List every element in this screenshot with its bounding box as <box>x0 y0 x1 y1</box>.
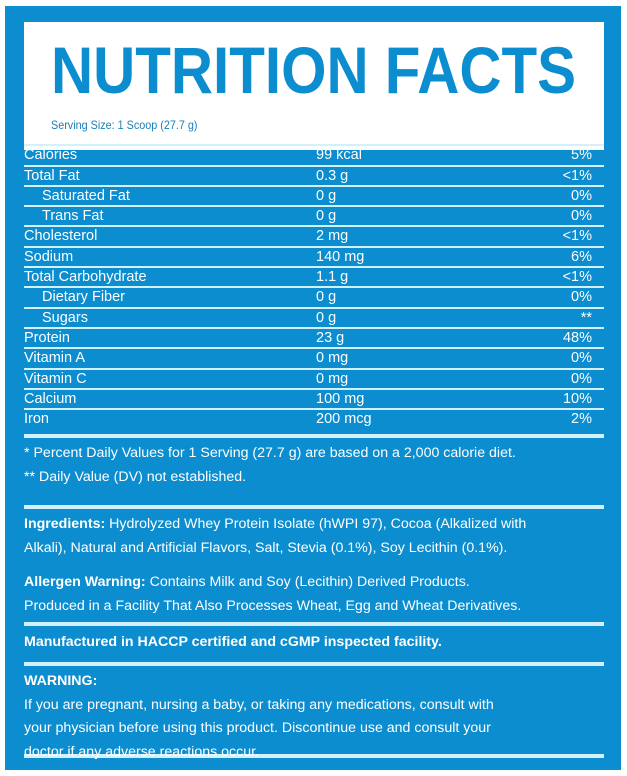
allergen-text: Contains Milk and Soy (Lecithin) Derived… <box>145 574 470 591</box>
nutrient-dv: 0% <box>571 208 592 225</box>
warning-line: doctor if any adverse reactions occur. <box>24 743 260 760</box>
nutrient-row: Total Carbohydrate 1.1 g <1% <box>24 268 604 289</box>
ingredients-label: Ingredients: <box>24 516 106 533</box>
nutrient-row: Total Fat 0.3 g <1% <box>24 167 604 187</box>
nutrient-row: Vitamin C 0 mg 0% <box>24 370 604 390</box>
nutrient-row: Trans Fat 0 g 0% <box>24 207 604 228</box>
nutrient-name: Total Fat <box>24 167 80 184</box>
ingredients-line-2: Alkali), Natural and Artificial Flavors,… <box>24 539 508 556</box>
ingredients-line-1: Ingredients: Hydrolyzed Whey Protein Iso… <box>24 513 604 537</box>
nutrient-row: Calories 99 kcal 5% <box>24 146 604 167</box>
nutrient-row: Saturated Fat 0 g 0% <box>24 187 604 208</box>
nutrient-name: Sugars <box>42 309 88 326</box>
nutrient-name: Dietary Fiber <box>42 289 125 306</box>
nutrient-amount: 0 mg <box>316 370 349 387</box>
footnote-not-established: ** Daily Value (DV) not established. <box>24 468 247 485</box>
nutrient-row: Vitamin A 0 mg 0% <box>24 349 604 370</box>
divider <box>24 622 604 627</box>
divider <box>24 662 604 667</box>
nutrient-dv: 0% <box>571 289 592 306</box>
allergen-line-2: Produced in a Facility That Also Process… <box>24 597 522 614</box>
nutrient-amount: 0 g <box>316 289 337 306</box>
nutrient-name: Total Carbohydrate <box>24 269 147 286</box>
allergen-label: Allergen Warning: <box>24 574 146 591</box>
nutrient-amount: 0 g <box>316 208 337 225</box>
nutrient-name: Vitamin A <box>24 350 85 367</box>
footnote-dv: * Percent Daily Values for 1 Serving (27… <box>24 445 516 462</box>
nutrient-row: Dietary Fiber 0 g 0% <box>24 288 604 309</box>
nutrient-name: Saturated Fat <box>42 187 130 204</box>
nutrient-name: Sodium <box>24 248 74 265</box>
nutrient-name: Iron <box>24 411 49 428</box>
nutrient-dv: 10% <box>562 390 592 407</box>
nutrient-row: Calcium 100 mg 10% <box>24 390 604 411</box>
title-box: NUTRITION FACTS Serving Size: 1 Scoop (2… <box>24 22 604 150</box>
nutrient-name: Protein <box>24 329 70 346</box>
nutrient-name: Trans Fat <box>42 208 104 225</box>
nutrient-dv: <1% <box>562 269 592 286</box>
serving-size: Serving Size: 1 Scoop (27.7 g) <box>51 118 198 132</box>
nutrient-dv: <1% <box>562 167 592 184</box>
nutrient-row: Sugars 0 g ** <box>24 309 604 329</box>
nutrient-amount: 100 mg <box>316 390 365 407</box>
header-per-serving: Per Serving (27.7 g) <box>316 127 446 143</box>
nutrient-dv: 6% <box>571 248 592 265</box>
nutrient-amount: 0 g <box>316 309 337 326</box>
manufacturing-statement: Manufactured in HACCP certified and cGMP… <box>24 634 442 651</box>
allergen-line-1: Allergen Warning: Contains Milk and Soy … <box>24 571 604 595</box>
nutrient-amount: 140 mg <box>316 248 365 265</box>
divider <box>24 505 604 510</box>
title-svg: NUTRITION FACTS <box>51 33 576 107</box>
nutrient-row: Sodium 140 mg 6% <box>24 248 604 269</box>
nutrient-dv: 48% <box>562 329 592 346</box>
nutrient-name: Calcium <box>24 390 77 407</box>
nutrient-dv: 0% <box>571 370 592 387</box>
warning-label: WARNING: <box>24 673 98 690</box>
nutrient-dv: ** <box>580 309 592 326</box>
nutrient-name: Cholesterol <box>24 228 98 245</box>
nutrient-dv: 0% <box>571 187 592 204</box>
nutrient-name: Vitamin C <box>24 370 87 387</box>
nutrient-amount: 23 g <box>316 329 345 346</box>
header-dv: % DV* <box>549 127 592 143</box>
divider <box>24 434 604 439</box>
nutrient-dv: 2% <box>571 411 592 428</box>
nutrient-dv: <1% <box>562 228 592 245</box>
nutrient-dv: 5% <box>571 147 592 164</box>
nutrient-amount: 2 mg <box>316 228 349 245</box>
table-header: Amount: Per Serving (27.7 g) % DV* <box>24 126 604 147</box>
nutrient-amount: 0 g <box>316 187 337 204</box>
nutrient-row: Cholesterol 2 mg <1% <box>24 227 604 248</box>
ingredients-text: Hydrolyzed Whey Protein Isolate (hWPI 97… <box>105 516 527 533</box>
nutrient-name: Calories <box>24 147 78 164</box>
divider <box>24 754 604 759</box>
nutrient-amount: 99 kcal <box>316 147 362 164</box>
nutrient-dv: 0% <box>571 350 592 367</box>
warning-line: If you are pregnant, nursing a baby, or … <box>24 696 494 713</box>
header-amount-label: Amount: <box>24 127 78 143</box>
nutrient-amount: 0.3 g <box>316 167 349 184</box>
nutrient-amount: 0 mg <box>316 350 349 367</box>
warning-line: your physician before using this product… <box>24 720 491 737</box>
nutrition-content: Amount: Per Serving (27.7 g) % DV* Calor… <box>24 126 604 760</box>
page-title: NUTRITION FACTS <box>51 33 576 107</box>
nutrient-amount: 1.1 g <box>316 269 349 286</box>
nutrient-amount: 200 mcg <box>316 411 372 428</box>
nutrient-row: Protein 23 g 48% <box>24 329 604 350</box>
nutrient-row: Iron 200 mcg 2% <box>24 410 604 430</box>
